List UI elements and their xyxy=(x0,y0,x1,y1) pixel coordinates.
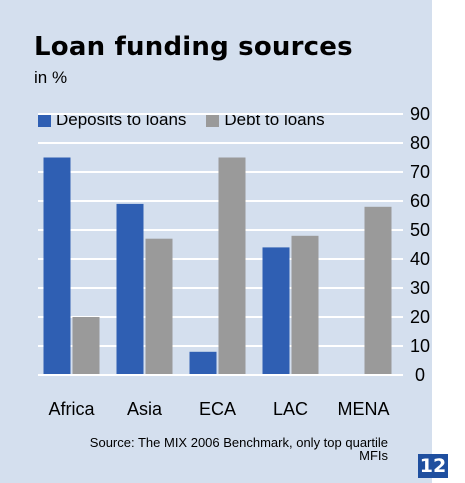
bar-debt-mena xyxy=(364,206,392,375)
x-tick-label: MENA xyxy=(337,399,389,419)
source-note: Source: The MIX 2006 Benchmark, only top… xyxy=(89,435,388,463)
bar-debt-africa xyxy=(72,317,100,375)
y-tick-label: 30 xyxy=(410,278,430,298)
y-tick-label: 40 xyxy=(410,249,430,269)
bar-chart: 0 10 20 30 40 50 60 70 80 90 Africa Asia ECA LAC MENA xyxy=(38,104,430,419)
chart-subtitle: in % xyxy=(34,68,68,87)
x-tick-label: LAC xyxy=(273,399,308,419)
chart-title: Loan funding sources xyxy=(34,32,353,62)
legend-swatch-deposits xyxy=(38,113,51,127)
bar-deposits-africa xyxy=(43,157,71,375)
x-tick-label: Africa xyxy=(48,399,95,419)
bar-deposits-eca xyxy=(189,351,217,375)
bar-debt-asia xyxy=(145,238,173,375)
bar-debt-lac xyxy=(291,235,319,375)
bar-deposits-lac xyxy=(262,247,290,375)
y-tick-label: 70 xyxy=(410,162,430,182)
y-tick-label: 60 xyxy=(410,191,430,211)
y-tick-label: 50 xyxy=(410,220,430,240)
legend-swatch-debt xyxy=(206,113,220,127)
y-tick-label: 20 xyxy=(410,307,430,327)
bar-debt-eca xyxy=(218,157,246,375)
y-tick-label: 80 xyxy=(410,133,430,153)
y-tick-label: 10 xyxy=(410,336,430,356)
y-tick-label: 0 xyxy=(415,365,425,385)
chart-panel: Loan funding sources in % Deposits to lo… xyxy=(0,0,432,483)
y-tick-label: 90 xyxy=(410,104,430,124)
x-tick-label: ECA xyxy=(199,399,236,419)
page-number-badge: 12 xyxy=(418,454,448,478)
x-tick-label: Asia xyxy=(127,399,163,419)
bar-deposits-asia xyxy=(116,203,144,375)
